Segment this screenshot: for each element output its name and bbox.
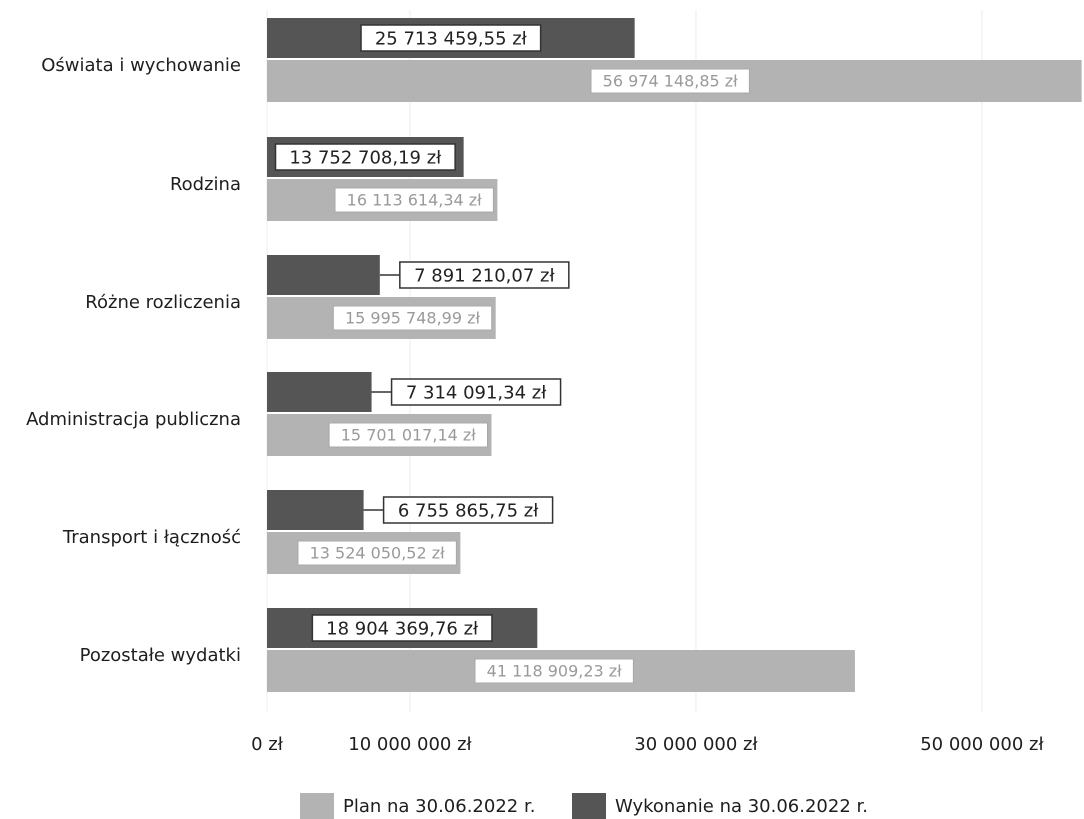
category-label: Pozostałe wydatki xyxy=(80,645,241,666)
plan-value-label-box xyxy=(297,540,457,566)
actual-value-label-box xyxy=(390,378,562,406)
x-axis-ticks: 0 zł 10 000 000 zł 30 000 000 zł 50 000 000… xyxy=(251,734,1044,755)
actual-value-label-box xyxy=(360,24,542,52)
category-label: Administracja publiczna xyxy=(26,409,241,430)
category-label: Transport i łączność xyxy=(62,527,241,548)
x-tick-label: 0 zł xyxy=(251,734,284,755)
x-tick-label: 10 000 000 zł xyxy=(348,734,472,755)
bars xyxy=(267,18,1082,692)
legend-swatch-plan xyxy=(300,793,334,819)
category-label: Różne rozliczenia xyxy=(85,292,241,313)
plan-value-label-box xyxy=(474,658,634,684)
actual-value-label: 13 752 708,19 zł xyxy=(289,148,442,169)
actual-value-label-box xyxy=(399,261,570,289)
actual-value-label: 18 904 369,76 zł xyxy=(326,619,479,640)
actual-value-label-box xyxy=(274,143,456,171)
bar-actual xyxy=(267,255,380,295)
plan-value-label: 56 974 148,85 zł xyxy=(603,72,739,91)
x-tick-label: 50 000 000 zł xyxy=(920,734,1044,755)
plan-value-label: 15 995 748,99 zł xyxy=(345,309,481,328)
actual-value-label: 7 314 091,34 zł xyxy=(406,383,547,404)
legend-label-plan: Plan na 30.06.2022 r. xyxy=(343,796,535,817)
legend-swatch-actual xyxy=(572,793,606,819)
plan-value-label: 41 118 909,23 zł xyxy=(487,662,623,681)
bar-actual xyxy=(267,490,364,530)
category-label: Rodzina xyxy=(170,174,241,195)
gridlines xyxy=(266,10,983,712)
plan-value-label-box xyxy=(328,422,488,448)
category-label: Oświata i wychowanie xyxy=(41,55,241,76)
actual-value-label: 25 713 459,55 zł xyxy=(375,29,528,50)
plan-value-label: 15 701 017,14 zł xyxy=(341,426,477,445)
plan-value-label-box xyxy=(334,187,494,213)
actual-value-label: 7 891 210,07 zł xyxy=(414,266,555,287)
category-labels: Oświata i wychowanie Rodzina Różne rozlicz… xyxy=(26,55,241,666)
x-tick-label: 30 000 000 zł xyxy=(634,734,758,755)
plan-value-label: 16 113 614,34 zł xyxy=(347,191,483,210)
plan-value-label: 13 524 050,52 zł xyxy=(310,544,446,563)
legend-label-actual: Wykonanie na 30.06.2022 r. xyxy=(615,796,868,817)
actual-value-label-box xyxy=(311,614,493,642)
plan-value-label-box xyxy=(332,305,493,331)
actual-value-label-box xyxy=(382,496,554,524)
bar-actual xyxy=(267,372,372,412)
legend: Plan na 30.06.2022 r. Wykonanie na 30.06.… xyxy=(300,793,868,819)
plan-value-label-box xyxy=(590,68,750,94)
value-labels: 25 713 459,55 zł 56 974 148,85 zł 13 752 7… xyxy=(274,24,750,684)
actual-value-label: 6 755 865,75 zł xyxy=(398,501,539,522)
